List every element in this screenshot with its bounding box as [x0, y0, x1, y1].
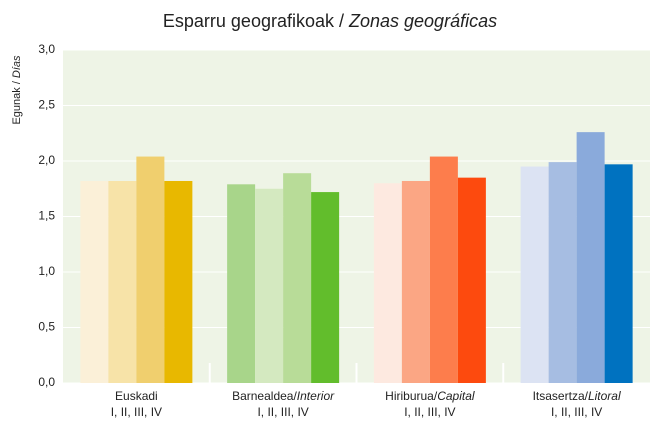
bar: [548, 162, 577, 383]
bar: [520, 166, 549, 383]
x-tick-label: Hiriburua/Capital: [385, 389, 475, 403]
bar: [457, 177, 486, 383]
subcategory-label: I, II, III, IV: [111, 405, 162, 419]
category-name: Itsasertza/: [533, 389, 589, 403]
chart-title: Esparru geografikoak / Zonas geográficas: [163, 11, 497, 31]
y-tick-label: 3,0: [38, 42, 55, 56]
bar: [227, 184, 256, 383]
bar: [311, 192, 340, 383]
y-label-italic: Días: [11, 55, 23, 78]
subcategory-label: I, II, III, IV: [257, 405, 308, 419]
y-tick-label: 2,5: [38, 98, 55, 112]
title-text: Esparru geografikoak /: [163, 11, 349, 31]
category-name-italic: Capital: [437, 389, 475, 403]
y-tick-label: 1,5: [38, 209, 55, 223]
bar: [164, 180, 193, 383]
category-name-italic: Interior: [297, 389, 335, 403]
x-tick-label: Itsasertza/Litoral: [533, 389, 621, 403]
bar: [80, 180, 109, 383]
bar: [576, 132, 605, 383]
bar: [136, 156, 165, 383]
title-italic: Zonas geográficas: [348, 11, 497, 31]
y-tick-label: 0,0: [38, 375, 55, 389]
y-tick-label: 0,5: [38, 320, 55, 334]
subcategory-label: I, II, III, IV: [404, 405, 455, 419]
x-tick-label: Euskadi: [115, 389, 158, 403]
bar: [373, 183, 402, 383]
bar: [604, 164, 633, 383]
bar: [283, 173, 312, 383]
bar: [255, 188, 284, 383]
bar: [429, 156, 458, 383]
y-label-text: Egunak /: [11, 78, 23, 124]
y-tick-label: 1,0: [38, 264, 55, 278]
subcategory-label: I, II, III, IV: [551, 405, 602, 419]
bar: [401, 180, 430, 383]
category-name: Barnealdea/: [232, 389, 297, 403]
bar: [108, 180, 137, 383]
y-tick-label: 2,0: [38, 153, 55, 167]
y-axis-label: Egunak / Días: [11, 55, 23, 125]
category-name: Euskadi: [115, 389, 158, 403]
x-tick-label: Barnealdea/Interior: [232, 389, 335, 403]
category-name-italic: Litoral: [588, 389, 621, 403]
category-name: Hiriburua/: [385, 389, 438, 403]
